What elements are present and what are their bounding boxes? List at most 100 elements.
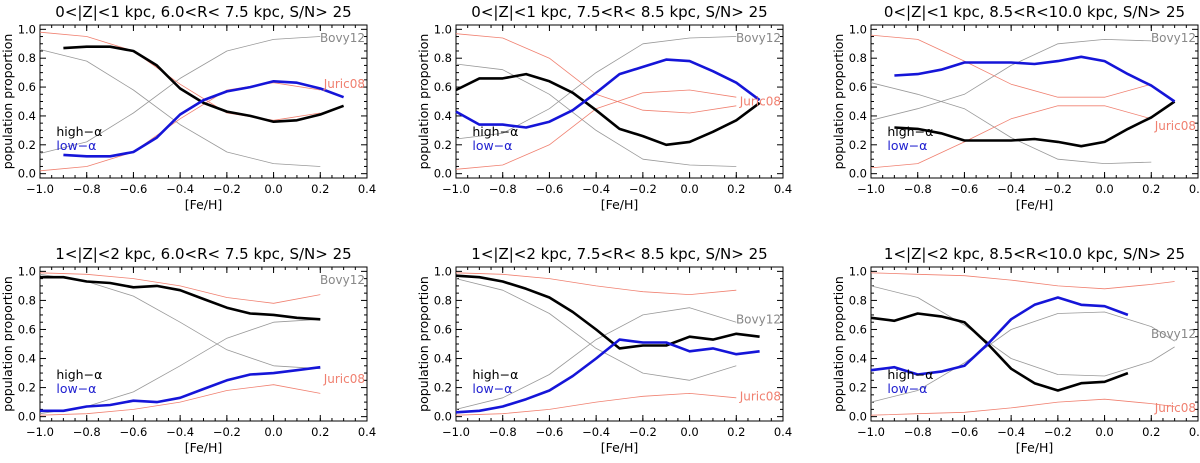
model-line-bovy12 (39, 49, 321, 167)
y-tick-label: 0.2 (849, 138, 867, 152)
model-line-juric08 (39, 31, 321, 121)
model-label-juric08: Juric08 (739, 389, 781, 403)
y-tick-label: 0.8 (18, 293, 36, 307)
y-tick-label: 0.8 (434, 293, 452, 307)
legend-low-alpha: low−α (887, 381, 927, 396)
x-tick-label: 0.2 (311, 182, 329, 196)
y-tick-label: 0.0 (434, 167, 452, 181)
x-tick-label: −1.0 (26, 425, 54, 439)
chart-title: 0<|Z|<1 kpc, 7.5<R< 8.5 kpc, S/N> 25 (471, 3, 767, 21)
x-tick-label: 0.2 (1142, 182, 1160, 196)
y-axis-label: population proportion (0, 34, 15, 170)
y-tick-label: 0.4 (434, 109, 452, 123)
series-line-high-alpha (894, 100, 1176, 148)
model-line-juric08 (870, 34, 1152, 98)
x-tick-label: 0.2 (1142, 425, 1160, 439)
x-tick-label: 0.0 (264, 182, 282, 196)
x-tick-label: −0.2 (213, 182, 241, 196)
y-tick-label: 0.6 (18, 322, 36, 336)
plot-frame (455, 24, 784, 179)
chart-panel-2: −1.0 −0.8 −0.6 −0.4 −0.2 0.0 0.2 0.4 0.0 0.2 0.4 0.… (416, 3, 792, 212)
legend-high-alpha: high−α (56, 367, 102, 382)
model-line-juric08 (39, 384, 321, 416)
x-tick-label: −0.6 (119, 425, 147, 439)
x-tick-label: −0.4 (166, 182, 194, 196)
x-tick-label: −0.4 (997, 182, 1025, 196)
x-tick-label: −0.4 (997, 425, 1025, 439)
x-tick-label: −0.2 (629, 425, 657, 439)
model-line-juric08 (870, 105, 1152, 169)
chart-title: 1<|Z|<2 kpc, 8.5<R<10.0 kpc, S/N> 25 (884, 245, 1185, 263)
x-tick-label: −0.2 (213, 425, 241, 439)
y-axis-label: population proportion (831, 34, 846, 170)
x-axis-label: [Fe/H] (601, 440, 639, 455)
model-line-juric08 (39, 272, 321, 304)
series-line-high-alpha (40, 275, 321, 321)
series-line-low-alpha (455, 58, 761, 129)
y-tick-label: 0.4 (18, 352, 36, 366)
x-tick-label: −0.2 (1044, 425, 1072, 439)
series-line-low-alpha (894, 55, 1176, 103)
chart-panel-5: −1.0 −0.8 −0.6 −0.4 −0.2 0.0 0.2 0.4 0.0 0.2 0.4 0.… (416, 245, 792, 455)
x-tick-label: 0.4 (774, 182, 792, 196)
y-axis-label: population proportion (416, 34, 431, 170)
y-tick-label: 0.0 (18, 167, 36, 181)
model-line-juric08 (870, 398, 1175, 416)
y-tick-label: 0.0 (18, 410, 36, 424)
model-label-bovy12: Bovy12 (320, 31, 365, 45)
x-tick-label: −1.0 (857, 182, 885, 196)
y-tick-label: 0.6 (434, 322, 452, 336)
chart-panel-1: −1.0 −0.8 −0.6 −0.4 −0.2 0.0 0.2 0.4 0.0 0.2 0.4 0.… (0, 3, 376, 212)
legend-low-alpha: low−α (56, 138, 96, 153)
y-tick-label: 0.0 (849, 167, 867, 181)
x-tick-label: −0.6 (950, 425, 978, 439)
plot-frame (39, 266, 368, 422)
x-tick-label: −0.6 (535, 182, 563, 196)
model-line-juric08 (455, 393, 737, 416)
x-tick-label: −0.4 (166, 425, 194, 439)
legend-high-alpha: high−α (56, 124, 102, 139)
y-tick-label: 0.2 (434, 138, 452, 152)
x-tick-label: −1.0 (26, 182, 54, 196)
y-tick-label: 0.8 (849, 293, 867, 307)
legend-high-alpha: high−α (887, 124, 933, 139)
y-tick-label: 0.4 (18, 109, 36, 123)
series-line-low-alpha (40, 365, 321, 413)
x-axis-label: [Fe/H] (1016, 440, 1054, 455)
model-label-juric08: Juric08 (323, 77, 365, 91)
chart-panel-4: −1.0 −0.8 −0.6 −0.4 −0.2 0.0 0.2 0.4 0.0 0.2 0.4 0.… (0, 245, 376, 455)
series-line-high-alpha (63, 45, 345, 123)
x-tick-label: 0.4 (358, 425, 376, 439)
x-tick-label: −1.0 (442, 425, 470, 439)
series-line-low-alpha (870, 296, 1129, 376)
x-tick-label: 0.2 (727, 182, 745, 196)
x-tick-label: −1.0 (857, 425, 885, 439)
x-axis-label: [Fe/H] (601, 197, 639, 212)
y-axis-label: population proportion (0, 276, 15, 412)
legend-high-alpha: high−α (472, 124, 518, 139)
x-tick-label: −0.4 (582, 425, 610, 439)
y-tick-label: 0.2 (434, 381, 452, 395)
model-line-bovy12 (455, 278, 737, 381)
x-tick-label: 0.4 (358, 182, 376, 196)
y-tick-label: 0.0 (849, 410, 867, 424)
model-line-bovy12 (870, 82, 1152, 164)
x-tick-label: −0.4 (582, 182, 610, 196)
model-line-bovy12 (455, 36, 737, 140)
model-label-bovy12: Bovy12 (1151, 31, 1196, 45)
y-tick-label: 0.4 (849, 352, 867, 366)
y-tick-label: 1.0 (849, 22, 867, 36)
y-tick-label: 0.4 (849, 109, 867, 123)
model-line-bovy12 (870, 285, 1175, 377)
y-tick-label: 0.4 (434, 352, 452, 366)
series-line-high-alpha (870, 312, 1129, 392)
x-tick-label: −0.8 (489, 182, 517, 196)
x-tick-label: 0.0 (1095, 182, 1113, 196)
series-line-low-alpha (63, 80, 345, 158)
legend-low-alpha: low−α (472, 138, 512, 153)
model-label-bovy12: Bovy12 (736, 312, 781, 326)
series-line-low-alpha (455, 338, 760, 414)
x-tick-label: −0.8 (73, 425, 101, 439)
y-tick-label: 0.2 (849, 381, 867, 395)
model-line-juric08 (870, 272, 1175, 290)
